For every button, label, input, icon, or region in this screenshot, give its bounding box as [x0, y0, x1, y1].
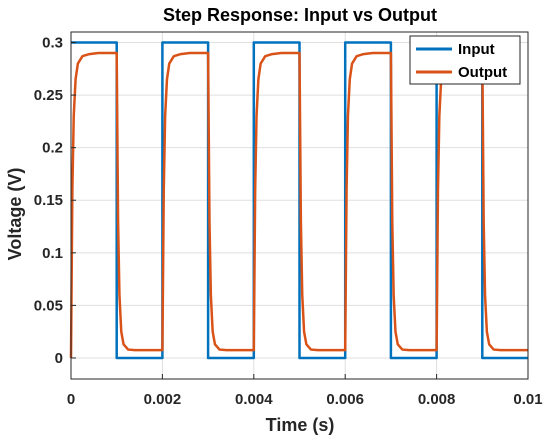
legend: Input Output [409, 35, 521, 85]
x-tick-label: 0 [67, 391, 75, 408]
tick-labels: 0 0.002 0.004 0.006 0.008 0.01 0 0.05 0.1 0.15 0.2… [34, 35, 543, 408]
legend-box [409, 35, 521, 85]
y-tick-label: 0.05 [34, 297, 63, 314]
x-axis-label: Time (s) [266, 415, 335, 435]
x-tick-label: 0.008 [418, 391, 456, 408]
tick-marks [70, 42, 529, 379]
x-tick-label: 0.004 [235, 391, 273, 408]
x-tick-label: 0.01 [513, 391, 542, 408]
x-tick-label: 0.002 [144, 391, 182, 408]
y-tick-label: 0.15 [34, 192, 63, 209]
y-tick-label: 0 [55, 350, 63, 367]
y-tick-label: 0.25 [34, 87, 63, 104]
series-layer [69, 41, 528, 360]
y-axis-label: Voltage (V) [5, 168, 25, 261]
y-tick-label: 0.2 [42, 140, 63, 157]
series-line-output [69, 51, 528, 358]
legend-label-input: Input [458, 41, 495, 58]
chart-title: Step Response: Input vs Output [163, 5, 437, 25]
y-tick-label: 0.3 [42, 35, 63, 52]
y-tick-label: 0.1 [42, 245, 63, 262]
axes-box [70, 31, 529, 380]
x-tick-label: 0.006 [326, 391, 364, 408]
legend-label-output: Output [458, 64, 507, 81]
